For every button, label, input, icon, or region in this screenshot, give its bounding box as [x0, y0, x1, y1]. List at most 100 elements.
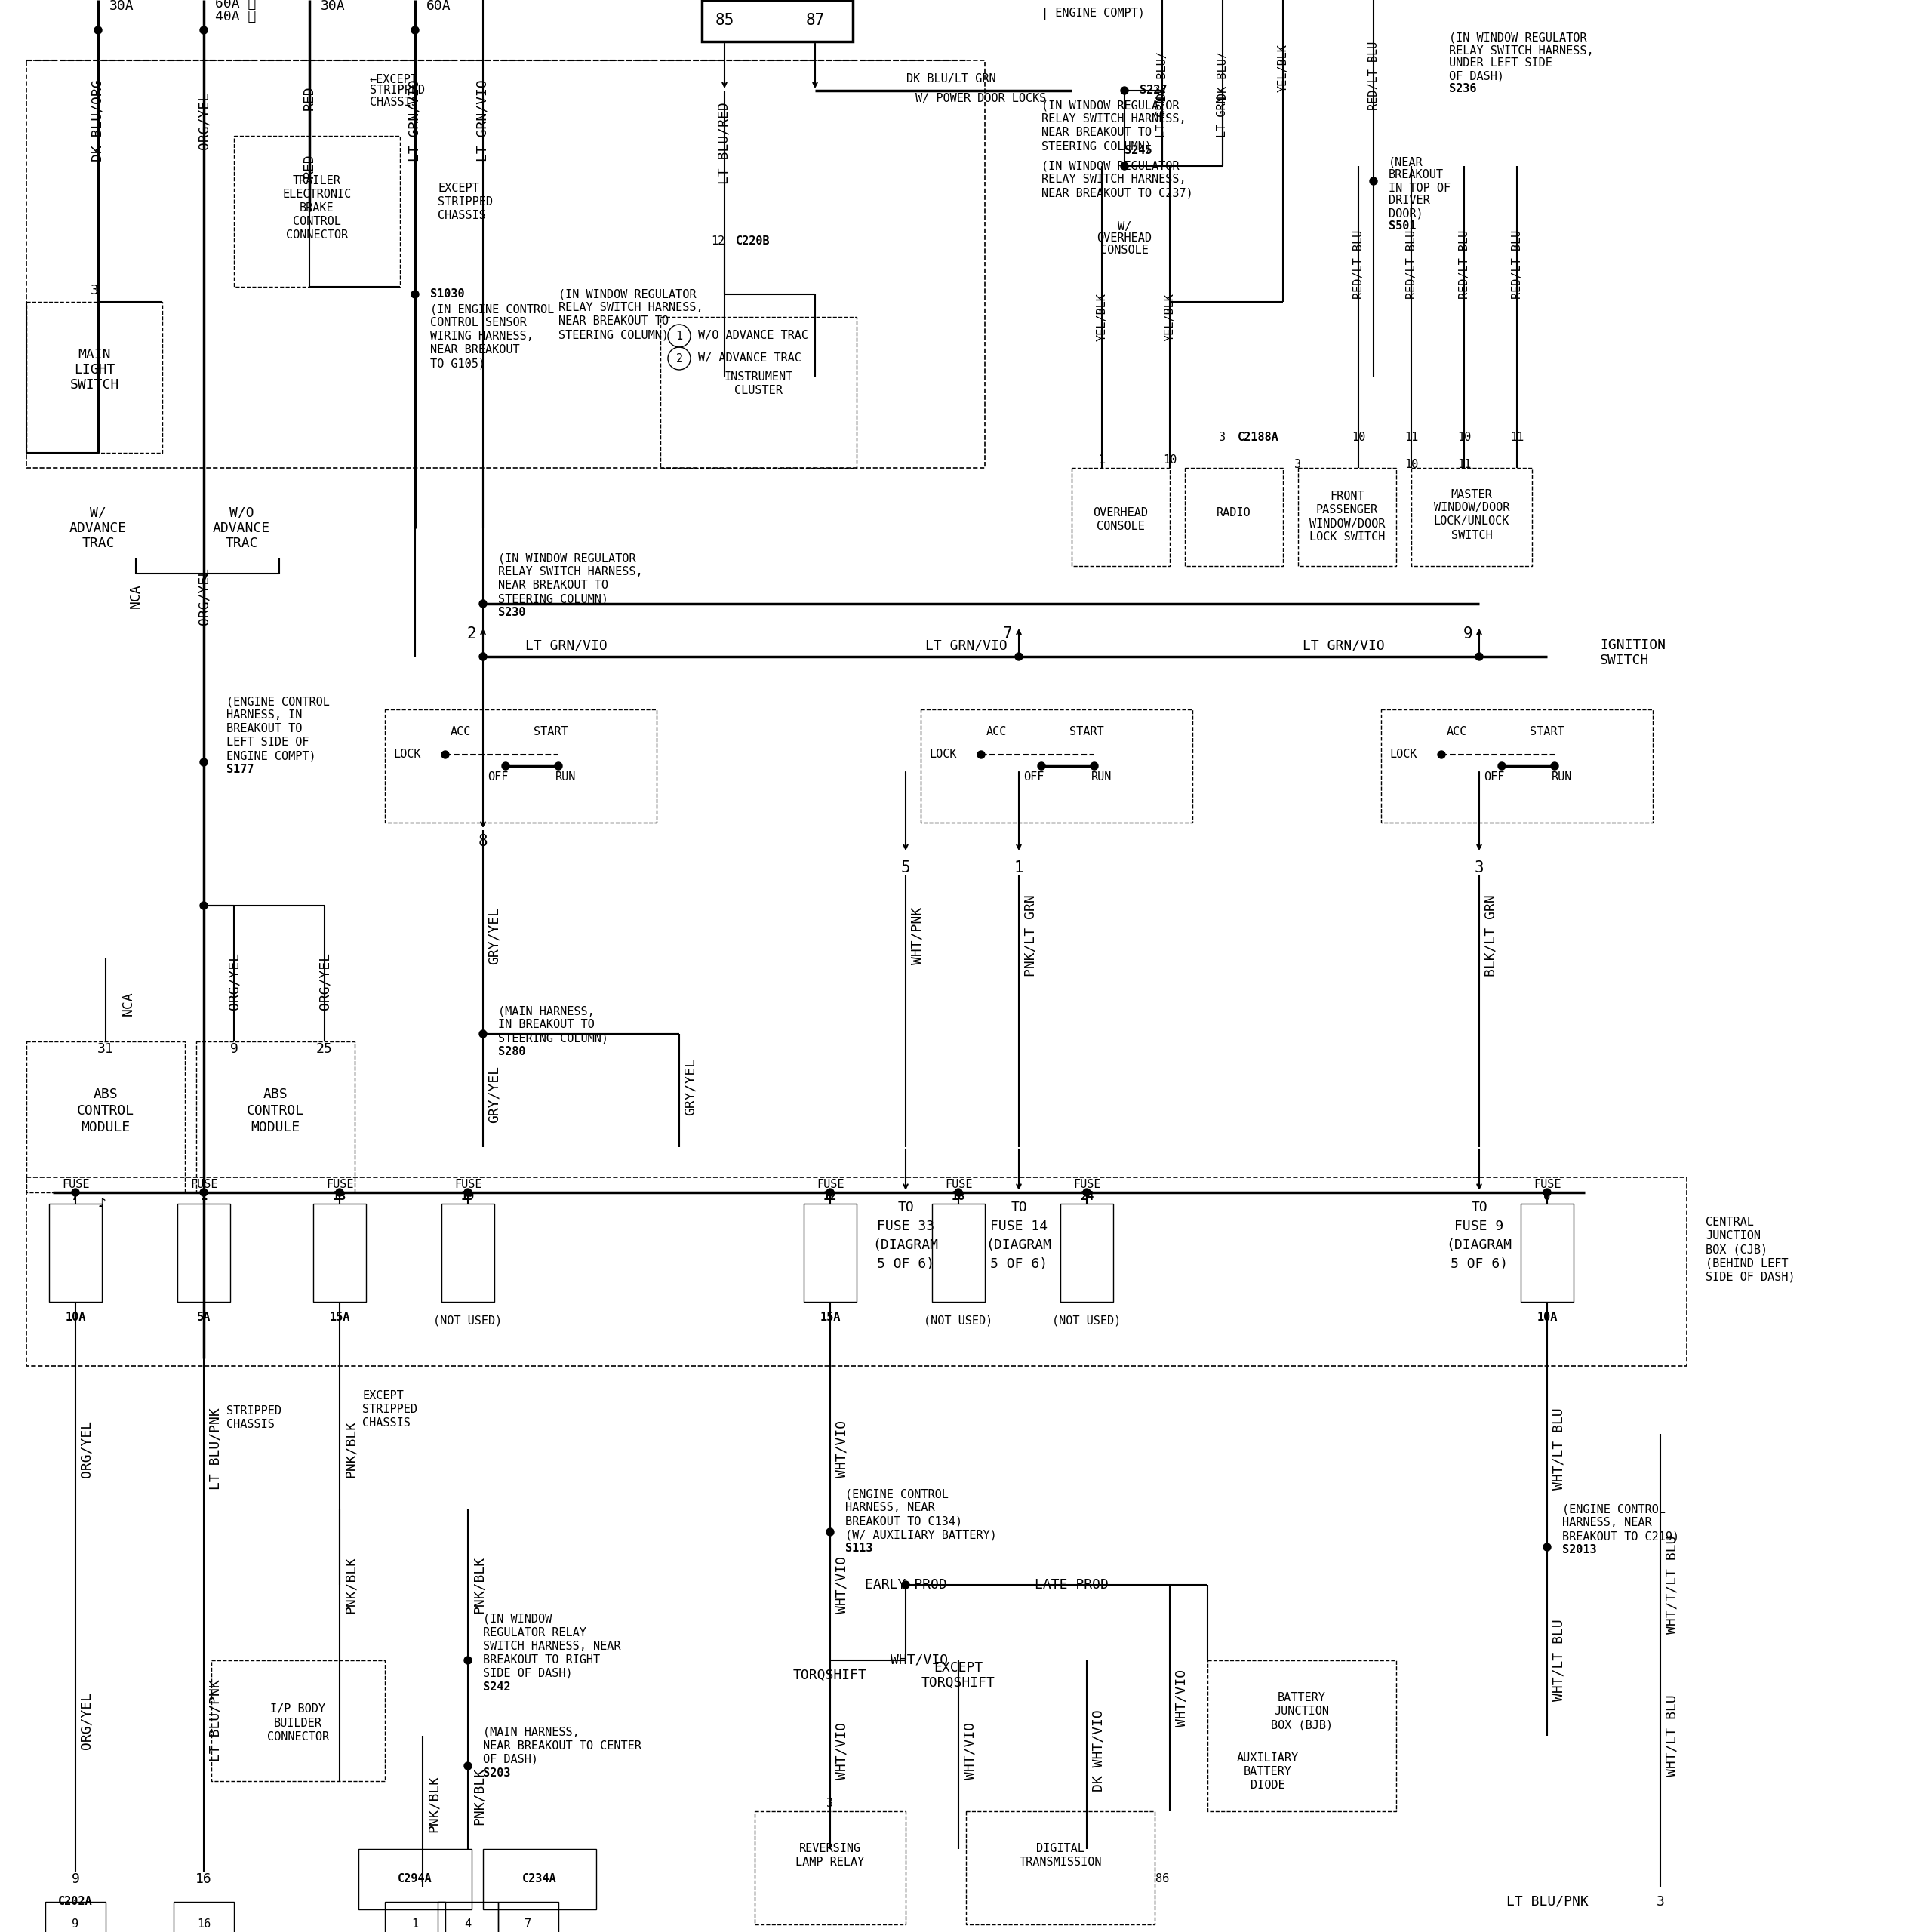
Circle shape: [442, 752, 448, 759]
Text: S113: S113: [846, 1544, 873, 1553]
Text: TRAILER: TRAILER: [294, 176, 342, 187]
Text: PNK/BLK: PNK/BLK: [427, 1776, 440, 1832]
Text: 11: 11: [1457, 458, 1470, 469]
Bar: [1061, 1204, 1113, 1302]
Text: ←EXCEPT: ←EXCEPT: [369, 73, 417, 85]
Text: SIDE OF DASH): SIDE OF DASH): [1706, 1271, 1795, 1283]
Text: WINDOW/DOOR: WINDOW/DOOR: [1310, 518, 1385, 529]
Text: 2: 2: [468, 626, 477, 641]
Text: HARNESS, NEAR: HARNESS, NEAR: [1563, 1517, 1652, 1528]
Bar: [359, 1849, 471, 1909]
Text: S227: S227: [1140, 85, 1167, 97]
Bar: [48, 1204, 102, 1302]
Text: 10A: 10A: [1536, 1312, 1557, 1323]
Text: 7: 7: [71, 1190, 79, 1202]
Text: SWITCH: SWITCH: [1451, 529, 1492, 541]
Text: STRIPPED: STRIPPED: [226, 1406, 282, 1416]
Text: UNDER LEFT SIDE: UNDER LEFT SIDE: [1449, 58, 1551, 70]
Text: CENTRAL: CENTRAL: [1706, 1217, 1754, 1229]
Text: (MAIN HARNESS,: (MAIN HARNESS,: [483, 1727, 580, 1737]
Text: (DIAGRAM: (DIAGRAM: [873, 1238, 939, 1252]
Text: ORG/YEL: ORG/YEL: [228, 952, 242, 1010]
Text: LOCK: LOCK: [394, 750, 421, 761]
Circle shape: [412, 290, 419, 298]
Text: FUSE: FUSE: [945, 1179, 972, 1190]
Text: S203: S203: [483, 1768, 510, 1779]
Text: PNK/BLK: PNK/BLK: [473, 1768, 487, 1826]
Text: 10: 10: [1352, 433, 1366, 442]
Text: (NOT USED): (NOT USED): [923, 1316, 993, 1327]
Text: LAMP RELAY: LAMP RELAY: [796, 1857, 866, 1868]
Text: S230: S230: [498, 607, 526, 618]
Text: START: START: [1070, 726, 1103, 738]
Text: 8: 8: [479, 835, 487, 848]
Text: C294A: C294A: [398, 1874, 433, 1886]
Text: WIRING HARNESS,: WIRING HARNESS,: [431, 330, 533, 342]
Text: LOCK SWITCH: LOCK SWITCH: [1310, 531, 1385, 543]
Text: RELAY SWITCH HARNESS,: RELAY SWITCH HARNESS,: [498, 566, 643, 578]
Circle shape: [902, 1580, 910, 1588]
Text: LEFT SIDE OF: LEFT SIDE OF: [226, 736, 309, 748]
Text: 13: 13: [332, 1190, 346, 1202]
Text: FUSE: FUSE: [1534, 1179, 1561, 1190]
Text: PNK/BLK: PNK/BLK: [344, 1420, 357, 1478]
Text: ORG/YEL: ORG/YEL: [317, 952, 330, 1010]
Text: 16: 16: [197, 1918, 211, 1930]
Text: GRY/YEL: GRY/YEL: [487, 908, 500, 964]
Text: (ENGINE CONTROL: (ENGINE CONTROL: [1563, 1503, 1665, 1515]
Text: LT BLU/PNK: LT BLU/PNK: [209, 1679, 222, 1762]
Text: WHT/VIO: WHT/VIO: [835, 1420, 848, 1478]
Text: LT GRN/VIO: LT GRN/VIO: [475, 79, 491, 162]
Bar: [384, 709, 657, 823]
Text: 12: 12: [823, 1190, 837, 1202]
Text: PNK/LT GRN: PNK/LT GRN: [1024, 895, 1037, 978]
Text: YEL/BLK: YEL/BLK: [1165, 294, 1175, 342]
Text: RELAY SWITCH HARNESS,: RELAY SWITCH HARNESS,: [1449, 44, 1594, 56]
Circle shape: [502, 763, 510, 769]
Text: RUN: RUN: [1551, 771, 1573, 782]
Text: TORQSHIFT: TORQSHIFT: [922, 1677, 995, 1690]
Text: STRIPPED: STRIPPED: [369, 85, 425, 97]
Circle shape: [1121, 162, 1128, 170]
Text: FUSE 14: FUSE 14: [989, 1219, 1047, 1233]
Circle shape: [1090, 763, 1097, 769]
Text: W/ ADVANCE TRAC: W/ ADVANCE TRAC: [697, 354, 802, 363]
Text: BLK/LT GRN: BLK/LT GRN: [1484, 895, 1497, 978]
Text: OFF: OFF: [1484, 771, 1505, 782]
Text: ORG/YEL: ORG/YEL: [197, 568, 211, 624]
Text: 11: 11: [1511, 433, 1524, 442]
Text: STRIPPED: STRIPPED: [439, 197, 493, 209]
Circle shape: [201, 1188, 207, 1196]
Text: C220B: C220B: [736, 236, 771, 247]
Text: S245: S245: [1124, 145, 1151, 156]
Circle shape: [1497, 763, 1505, 769]
Text: I/P BODY: I/P BODY: [270, 1704, 327, 1716]
Text: 30A: 30A: [321, 0, 346, 14]
Text: ORG/YEL: ORG/YEL: [79, 1420, 93, 1478]
Text: PNK/BLK: PNK/BLK: [344, 1555, 357, 1613]
Text: NEAR BREAKOUT TO C237): NEAR BREAKOUT TO C237): [1041, 187, 1192, 199]
Bar: [498, 1901, 558, 1932]
Bar: [931, 1204, 985, 1302]
Bar: [1520, 1204, 1573, 1302]
Text: CHASSIS: CHASSIS: [439, 211, 487, 222]
Text: 30A: 30A: [110, 0, 133, 14]
Bar: [44, 1901, 106, 1932]
Text: CHASSIS: CHASSIS: [369, 97, 417, 108]
Text: 5: 5: [900, 860, 910, 875]
Text: WHT/LT BLU: WHT/LT BLU: [1551, 1619, 1565, 1702]
Text: W/O ADVANCE TRAC: W/O ADVANCE TRAC: [697, 330, 808, 342]
Text: (NOT USED): (NOT USED): [433, 1316, 502, 1327]
Text: DIGITAL: DIGITAL: [1036, 1843, 1084, 1855]
Text: WHT/VIO: WHT/VIO: [1175, 1669, 1188, 1727]
Text: BATTERY: BATTERY: [1244, 1766, 1293, 1777]
Bar: [804, 1204, 856, 1302]
Text: LT GRN/VIO: LT GRN/VIO: [526, 638, 607, 651]
Text: 7: 7: [526, 1918, 531, 1930]
Text: EARLY PROD: EARLY PROD: [866, 1578, 947, 1592]
Text: NEAR BREAKOUT TO: NEAR BREAKOUT TO: [498, 580, 609, 591]
Text: OVERHEAD: OVERHEAD: [1097, 234, 1151, 243]
Text: CONNECTOR: CONNECTOR: [267, 1731, 328, 1743]
Bar: [442, 1204, 495, 1302]
Text: LOCK: LOCK: [1389, 750, 1418, 761]
